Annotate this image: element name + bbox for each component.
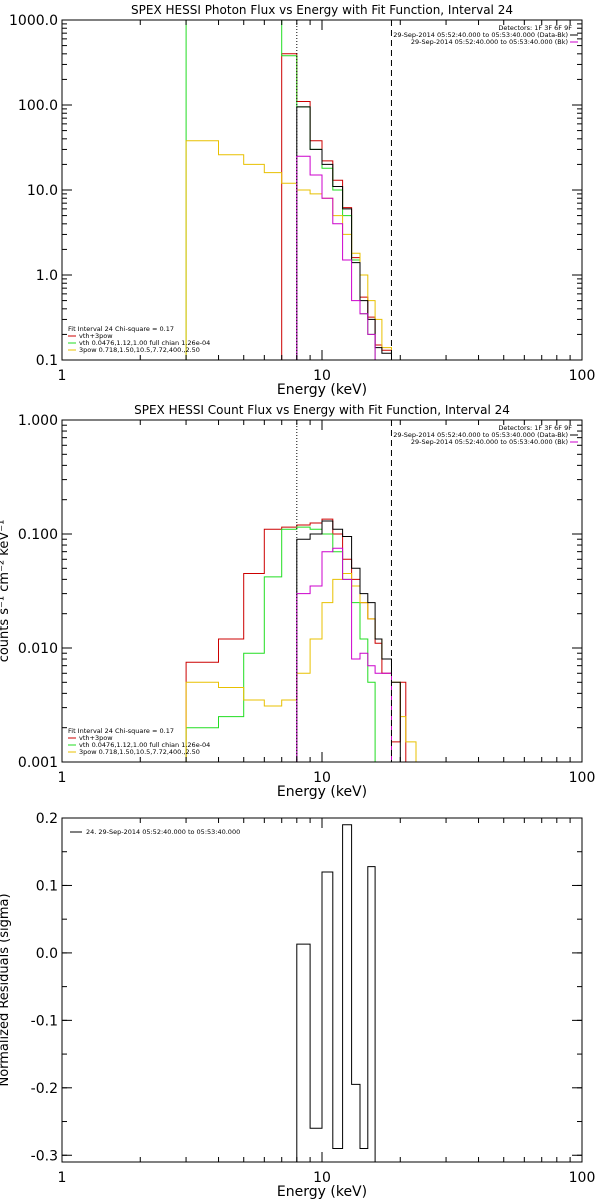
y-tick-label: 10.0	[27, 183, 58, 199]
y-tick-label: 0.100	[18, 527, 58, 543]
legend-right-entry: 29-Sep-2014 05:52:40.000 to 05:53:40.000…	[411, 438, 568, 446]
chart-panel-1: 1 10 100 0.1 1.0 10.0 100.0 1000.0 SPEX HESSI Ph…	[9, 3, 596, 398]
plot-frame	[61, 419, 583, 763]
y-tick-label: 0.1	[36, 878, 58, 894]
legend-right-title: Detectors: 1F 3F 6F 9F	[498, 24, 572, 32]
series-line-1	[296, 824, 392, 1162]
legend-entry: vth+3pow	[79, 734, 113, 742]
legend-entry: vth+3pow	[79, 332, 113, 340]
y-tick-label: 0.0	[36, 946, 58, 962]
legend-entry: vth 0.0476,1.12,1.00 full chian 1.26e-04	[79, 339, 210, 347]
legend-entry: 24. 29-Sep-2014 05:52:40.000 to 05:53:40…	[86, 828, 240, 836]
chart-panel-3: 1 10 100 -0.3 -0.2 -0.1 0.0 0.1 0.2 Energy (keV) N…	[0, 811, 595, 1200]
x-tick-label: 10	[313, 368, 331, 384]
series-line-2	[185, 526, 383, 762]
chart-title: SPEX HESSI Count Flux vs Energy with Fit…	[134, 403, 510, 417]
series-line-1	[281, 53, 392, 360]
x-axis-title: Energy (keV)	[277, 382, 367, 398]
y-tick-label: -0.3	[31, 1148, 58, 1164]
y-tick-label: 1.0	[36, 268, 58, 284]
y-tick-label: -0.1	[31, 1013, 58, 1029]
y-tick-label: 0.010	[18, 641, 58, 657]
series-line-5	[296, 547, 392, 762]
series-group	[185, 20, 392, 360]
y-tick-label: 1000.0	[9, 13, 58, 29]
legend-entry: 3pow 0.718,1.50,10.5,7.72,400.,2.50	[79, 748, 200, 756]
x-tick-label: 1	[58, 1170, 67, 1186]
x-tick-label: 100	[569, 1170, 596, 1186]
legend-right-title: Detectors: 1F 3F 6F 9F	[498, 424, 572, 432]
y-tick-label: 100.0	[18, 98, 58, 114]
series-line-1	[185, 518, 407, 762]
y-tick-label: -0.2	[31, 1081, 58, 1097]
series-line-4	[296, 520, 401, 762]
series-group	[185, 518, 426, 762]
chart-panel-2: 1 10 100 0.001 0.010 0.100 1.000 SPEX HESSI Cou…	[0, 403, 595, 800]
series-line-3	[185, 573, 426, 762]
x-axis-title: Energy (keV)	[277, 784, 367, 800]
y-tick-label: 0.1	[36, 353, 58, 369]
series-line-2	[185, 20, 376, 360]
legend-title: Fit Interval 24 Chi-square = 0.17	[68, 325, 174, 333]
y-tick-label: 0.001	[18, 755, 58, 771]
legend-entry: vth 0.0476,1.12,1.00 full chian 1.26e-04	[79, 741, 210, 749]
x-tick-label: 10	[313, 770, 331, 786]
x-tick-label: 1	[58, 368, 67, 384]
chart-title: SPEX HESSI Photon Flux vs Energy with Fi…	[131, 3, 513, 17]
y-tick-label: 0.2	[36, 811, 58, 827]
series-line-4	[296, 106, 392, 360]
x-tick-label: 10	[313, 1170, 331, 1186]
y-axis-title: Normalized Residuals (sigma)	[0, 893, 12, 1086]
legend-title: Fit Interval 24 Chi-square = 0.17	[68, 727, 174, 735]
legend-right-entry: 29-Sep-2014 05:52:40.000 to 05:53:40.000…	[411, 38, 568, 46]
series-line-3	[185, 140, 392, 360]
legend-right-entry: 29-Sep-2014 05:52:40.000 to 05:53:40.000…	[393, 431, 568, 439]
legend-right-entry: 29-Sep-2014 05:52:40.000 to 05:53:40.000…	[393, 31, 568, 39]
x-tick-label: 1	[58, 770, 67, 786]
y-tick-label: 1.000	[18, 413, 58, 429]
x-tick-label: 100	[569, 368, 596, 384]
series-line-5	[296, 155, 392, 360]
series-group	[296, 824, 392, 1162]
legend-entry: 3pow 0.718,1.50,10.5,7.72,400.,2.50	[79, 346, 200, 354]
x-tick-label: 100	[569, 770, 596, 786]
x-axis-title: Energy (keV)	[277, 1184, 367, 1200]
y-axis-title: counts s⁻¹ cm⁻² keV⁻¹	[0, 520, 12, 663]
